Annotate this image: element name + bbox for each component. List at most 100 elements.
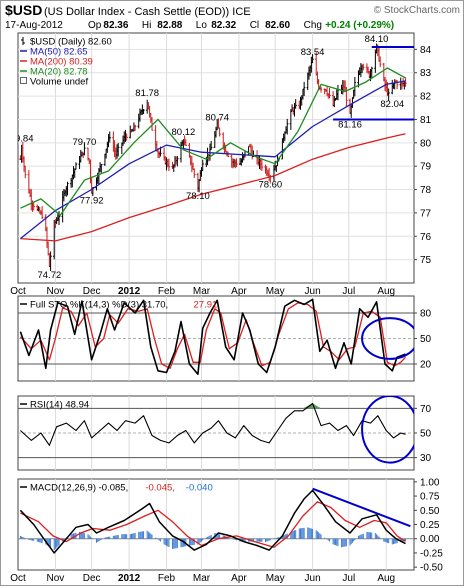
macd-trendline (312, 487, 411, 528)
stat-label: Hi (142, 20, 151, 31)
price-annotation: 79.70 (73, 137, 97, 148)
x-axis-label: Mar (193, 286, 211, 297)
price-annotation: 82.04 (380, 99, 404, 110)
stat-value: 82.88 (157, 20, 182, 31)
x-axis-label: Aug (377, 573, 395, 584)
stochastic-highlight-circle (361, 317, 414, 360)
x-axis-label: 2012 (118, 286, 141, 297)
rsi-axis-tick-label: 30 (420, 453, 432, 464)
macd-axis-tick-label: 0.50 (420, 506, 440, 517)
price-annotation: 79.84 (10, 134, 34, 145)
rsi-axis-tick-label: 50 (420, 429, 432, 440)
price-annotation: 81.78 (135, 88, 159, 99)
x-axis-label: Nov (47, 286, 65, 297)
price-annotation: 77.92 (80, 195, 104, 206)
price-annotation: 80.74 (205, 113, 229, 124)
price-annotation: 83.54 (301, 47, 325, 58)
legend-entry: Full STO %K(14,3) %D(3) 31.70, (30, 300, 168, 311)
legend-entry: RSI(14) 48.94 (30, 400, 89, 411)
price-plot: 79.84 74.72 79.70 77.92 81.78 80.12 78.10 80.74… (10, 33, 414, 283)
price-axis-tick-label: 81 (420, 115, 432, 126)
stat-label: Chg (304, 20, 322, 31)
legend-entry: -0.040 (186, 483, 213, 494)
price-axis-tick-label: 75 (420, 255, 432, 266)
price-axis-tick-label: 84 (420, 45, 432, 56)
x-axis-label: Nov (47, 573, 65, 584)
price-axis-tick-label: 80 (420, 138, 432, 149)
macd-signal-line (20, 501, 406, 548)
price-axis-tick-label: 76 (420, 232, 432, 243)
x-axis-bottom: Oct Nov Dec 2012 Feb Mar Apr May Jun Jul Aug (10, 573, 395, 584)
x-axis-label: Feb (158, 286, 176, 297)
x-axis-label: Mar (193, 573, 211, 584)
x-axis-label: Jun (305, 573, 321, 584)
rsi-highlight-circle (361, 396, 414, 464)
stat-label: Lo (196, 20, 208, 31)
macd-panel (17, 478, 415, 571)
macd-axis-tick-label: -0.25 (420, 548, 443, 559)
price-panel (17, 32, 415, 284)
rsi-overbought-fill (302, 403, 313, 409)
stat-value: +0.24 (+0.29%) (325, 20, 394, 31)
chart-date: 17-Aug-2012 (5, 20, 63, 31)
macd-legend: MACD(12,26,9) -0.085, -0.045, -0.040 (20, 483, 213, 494)
price-axis-tick-label: 83 (420, 68, 432, 79)
price-axis-tick-label: 77 (420, 208, 432, 219)
x-axis-label: Aug (377, 286, 395, 297)
quote-stats: Op 82.36 Hi 82.88 Lo 82.32 Cl 82.60 Chg +0.24 (+0… (88, 20, 394, 31)
stochastic-axis-tick-label: 80 (420, 309, 432, 320)
stat-label: Op (88, 20, 102, 31)
price-annotation: 78.60 (258, 180, 282, 191)
legend-entry: Volume undef (30, 77, 88, 88)
rsi-line (20, 402, 406, 446)
price-axis-tick-label: 82 (420, 92, 432, 103)
macd-plot: MACD(12,26,9) -0.085, -0.045, -0.040 (18, 479, 414, 570)
macd-line (19, 489, 406, 554)
x-axis-label: Jul (342, 286, 355, 297)
legend-entry: MA(20) 82.78 (30, 67, 88, 78)
price-annotation: 80.12 (172, 127, 196, 138)
watermark: © StockCharts.com (374, 5, 460, 16)
stochastic-d-line (19, 302, 406, 369)
macd-axis-tick-label: -0.50 (420, 563, 443, 574)
x-axis-label: Oct (10, 286, 26, 297)
stat-value: 82.32 (211, 20, 236, 31)
price-annotation: 81.16 (338, 120, 362, 131)
x-axis-label: Jun (305, 286, 321, 297)
x-axis-label: Apr (231, 573, 247, 584)
ma200-line (20, 133, 406, 242)
legend-entry: MA(50) 82.65 (30, 47, 88, 58)
symbol-description: (US Dollar Index - Cash Settle (EOD)) IC… (44, 6, 251, 18)
ma50-line (19, 80, 406, 240)
x-axis-price: 75 76 77 78 79 80 81 82 83 84 Oct Nov Dec 2012 Feb Mar A… (10, 45, 443, 574)
macd-axis-tick-label: 0.00 (420, 534, 440, 545)
stat-value: 82.60 (265, 20, 290, 31)
stochastic-axis-tick-label: 50 (420, 334, 432, 345)
legend-key-box (20, 77, 27, 84)
price-annotation: 74.72 (37, 270, 61, 281)
stat-label: Cl (250, 20, 259, 31)
rsi-axis-tick-label: 70 (420, 404, 432, 415)
symbol-title: $USD (5, 2, 42, 18)
x-axis-label: Dec (83, 573, 101, 584)
x-axis-label: 2012 (118, 573, 141, 584)
macd-axis-tick-label: 0.25 (420, 520, 440, 531)
macd-axis-tick-label: 0.75 (420, 492, 440, 503)
rsi-plot: RSI(14) 48.94 (18, 396, 414, 470)
x-axis-label: May (266, 573, 285, 584)
price-annotation: 84.10 (365, 34, 389, 45)
stat-value: 82.36 (103, 20, 128, 31)
stochastic-k-line (19, 298, 406, 375)
rsi-legend: RSI(14) 48.94 (20, 400, 89, 411)
price-annotation: 78.10 (186, 191, 210, 202)
price-axis-tick-label: 79 (420, 162, 432, 173)
x-axis-label: May (266, 286, 285, 297)
chart-header: $USD (US Dollar Index - Cash Settle (EOD… (5, 2, 460, 31)
legend-entry: -0.045, (145, 483, 175, 494)
x-axis-label: Feb (158, 573, 176, 584)
ma20-line (20, 67, 406, 216)
x-axis-label: Oct (10, 573, 26, 584)
legend-entry: $USD (Daily) 82.60 (30, 37, 112, 48)
